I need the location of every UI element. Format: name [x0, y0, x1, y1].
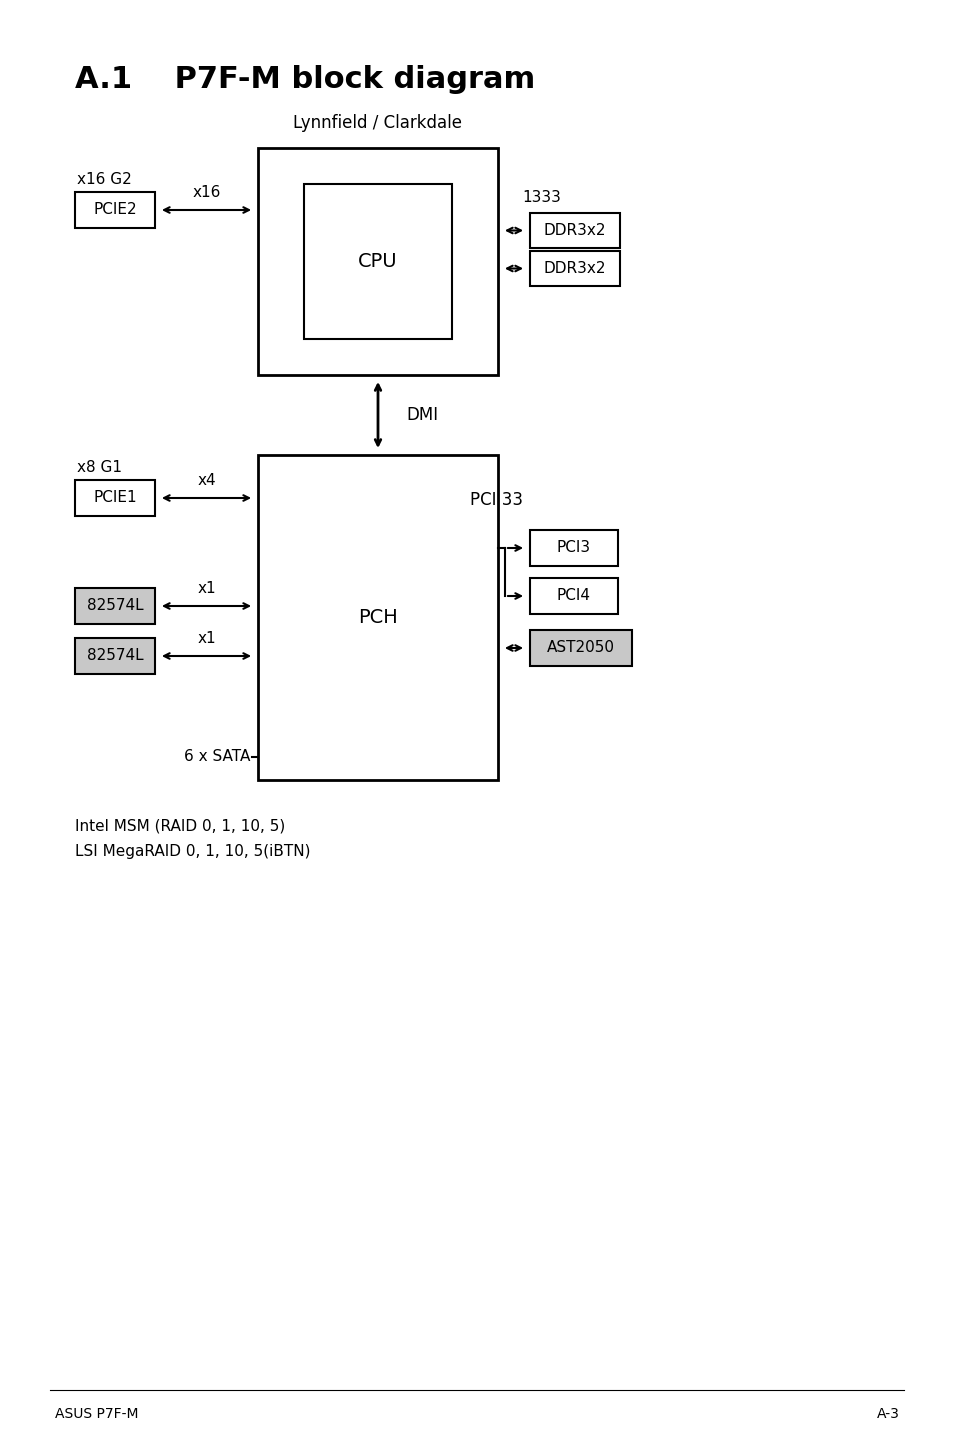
Text: DDR3x2: DDR3x2 — [543, 262, 605, 276]
Text: Intel MSM (RAID 0, 1, 10, 5): Intel MSM (RAID 0, 1, 10, 5) — [75, 818, 285, 834]
Bar — [530, 531, 618, 567]
Text: PCI 33: PCI 33 — [470, 490, 522, 509]
Text: 1333: 1333 — [521, 190, 560, 206]
Bar — [530, 252, 619, 286]
Text: PCIE2: PCIE2 — [93, 203, 136, 217]
Text: x8 G1: x8 G1 — [77, 460, 122, 475]
Text: CPU: CPU — [357, 252, 397, 270]
Text: PCH: PCH — [357, 608, 397, 627]
Text: LSI MegaRAID 0, 1, 10, 5(iBTN): LSI MegaRAID 0, 1, 10, 5(iBTN) — [75, 844, 310, 860]
Text: x1: x1 — [197, 631, 215, 646]
Text: PCI3: PCI3 — [557, 541, 591, 555]
Text: A-3: A-3 — [876, 1406, 899, 1421]
Bar — [75, 588, 154, 624]
Text: PCI4: PCI4 — [557, 588, 590, 604]
Text: x1: x1 — [197, 581, 215, 595]
Bar — [75, 638, 154, 674]
Text: 82574L: 82574L — [87, 598, 143, 614]
Text: ASUS P7F-M: ASUS P7F-M — [55, 1406, 138, 1421]
Text: 6 x SATA: 6 x SATA — [183, 749, 250, 765]
Text: x16: x16 — [193, 186, 220, 200]
Bar — [530, 578, 618, 614]
Bar — [530, 630, 631, 666]
Bar — [75, 193, 154, 229]
Text: Lynnfield / Clarkdale: Lynnfield / Clarkdale — [294, 114, 462, 132]
Bar — [530, 213, 619, 247]
Text: 82574L: 82574L — [87, 649, 143, 663]
Bar — [75, 480, 154, 516]
Text: A.1    P7F-M block diagram: A.1 P7F-M block diagram — [75, 66, 535, 95]
Text: DMI: DMI — [406, 406, 437, 424]
Bar — [304, 184, 452, 339]
Text: AST2050: AST2050 — [546, 640, 615, 656]
Bar — [257, 148, 497, 375]
Text: PCIE1: PCIE1 — [93, 490, 136, 506]
Text: x4: x4 — [197, 473, 215, 487]
Bar — [257, 454, 497, 779]
Text: x16 G2: x16 G2 — [77, 173, 132, 187]
Text: DDR3x2: DDR3x2 — [543, 223, 605, 239]
